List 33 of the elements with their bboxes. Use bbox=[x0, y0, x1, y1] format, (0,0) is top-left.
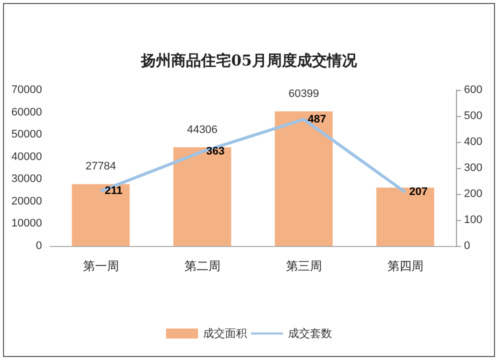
data-label: 44306 bbox=[186, 124, 218, 136]
y-tick-label: 10000 bbox=[11, 218, 42, 230]
x-tick-label: 第一周 bbox=[82, 259, 119, 273]
y-tick-label: 30000 bbox=[11, 173, 42, 186]
y2-tick-label: 100 bbox=[464, 214, 482, 226]
bar bbox=[274, 111, 333, 246]
y-tick-label: 70000 bbox=[11, 84, 42, 96]
data-label: 363 bbox=[206, 146, 225, 158]
bar bbox=[376, 188, 434, 246]
y2-tick-label: 200 bbox=[464, 188, 482, 200]
y-tick-label: 0 bbox=[36, 240, 42, 252]
y-tick-label: 40000 bbox=[11, 150, 42, 163]
x-tick-label: 第二周 bbox=[184, 259, 220, 273]
legend-label: 成交套数 bbox=[288, 327, 332, 340]
chart-title: 扬州商品住宅05月周度成交情况 bbox=[140, 52, 358, 70]
bar bbox=[72, 184, 130, 246]
x-tick-label: 第四周 bbox=[387, 259, 424, 273]
data-label: 211 bbox=[104, 185, 122, 198]
y-tick-label: 50000 bbox=[11, 128, 42, 141]
y2-tick-label: 400 bbox=[464, 136, 482, 148]
data-label: 60399 bbox=[288, 88, 320, 100]
x-tick-label: 第三周 bbox=[286, 259, 322, 273]
y2-tick-label: 300 bbox=[464, 162, 482, 174]
legend-label: 成交面积 bbox=[203, 327, 247, 340]
y-tick-label: 60000 bbox=[11, 106, 42, 118]
data-label: 487 bbox=[308, 113, 326, 126]
bar bbox=[173, 147, 232, 246]
y2-tick-label: 600 bbox=[464, 84, 482, 96]
y2-tick-label: 500 bbox=[464, 110, 482, 122]
data-label: 27784 bbox=[85, 160, 116, 173]
y-tick-label: 20000 bbox=[11, 195, 42, 208]
y2-tick-label: 0 bbox=[464, 240, 470, 252]
data-label: 207 bbox=[409, 186, 428, 198]
